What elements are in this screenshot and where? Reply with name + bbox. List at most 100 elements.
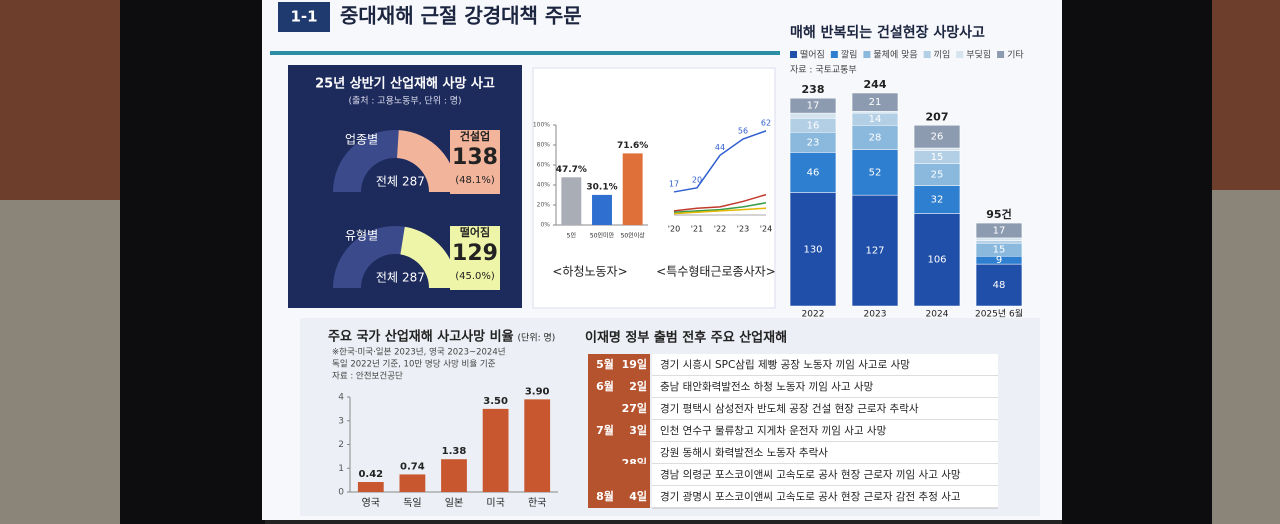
gauge-label: 유형별 bbox=[345, 229, 378, 243]
chart-title: 매해 반복되는 건설현장 사망사고 bbox=[790, 24, 985, 41]
legend-swatch bbox=[997, 51, 1005, 58]
bar bbox=[357, 482, 384, 492]
date-cell bbox=[588, 376, 650, 398]
value-label: 0.74 bbox=[400, 461, 425, 472]
value-label: 17 bbox=[669, 179, 679, 188]
y-tick-label: 20% bbox=[537, 202, 551, 209]
bar bbox=[592, 194, 612, 225]
bar bbox=[524, 399, 551, 492]
total-label: 238 bbox=[802, 83, 825, 96]
bar-segment bbox=[851, 92, 899, 112]
chart-title: 주요 국가 산업재해 사고사망 비율 bbox=[328, 329, 514, 345]
event-cell bbox=[652, 420, 998, 442]
bar-segment bbox=[789, 192, 837, 307]
bar-segment bbox=[975, 240, 1023, 244]
bar-segment bbox=[913, 185, 961, 214]
event-text: 강원 동해시 화력발전소 노동자 추락사 bbox=[660, 446, 828, 459]
event-text: 충남 태안화력발전소 하청 노동자 끼임 사고 사망 bbox=[660, 380, 874, 393]
summary-source: (출처 : 고용노동부, 단위 : 명) bbox=[348, 95, 461, 107]
value-label: 30.1% bbox=[586, 182, 617, 192]
event-day: 4일 bbox=[629, 489, 647, 503]
segment-label: 26 bbox=[931, 132, 944, 143]
event-text: 경기 평택시 삼성전자 반도체 공장 건설 현장 근로자 추락사 bbox=[660, 402, 919, 415]
table-title: 이재명 정부 출범 전후 주요 산업재해 bbox=[585, 330, 787, 346]
segment-label: 17 bbox=[807, 101, 820, 112]
legend-label: 깔림 bbox=[841, 49, 858, 61]
y-tick-label: 2 bbox=[338, 440, 344, 450]
segment-label: 17 bbox=[993, 225, 1006, 236]
legend-label: 끼임 bbox=[934, 49, 951, 61]
value-label: 0.42 bbox=[358, 469, 383, 480]
bezel-right bbox=[1062, 0, 1212, 524]
bar bbox=[482, 408, 509, 492]
value-label: 20 bbox=[692, 175, 702, 184]
y-tick-label: 1 bbox=[338, 464, 344, 474]
segment-label: 106 bbox=[927, 255, 946, 266]
event-day: 19일 bbox=[622, 357, 647, 371]
chart-note: 독일 2022년 기준, 10만 명당 사망 비율 기준 bbox=[332, 359, 496, 370]
total-label: 207 bbox=[926, 110, 949, 123]
caption: <특수형태근로종사자> bbox=[656, 265, 775, 279]
x-tick-label: 2022 bbox=[802, 310, 825, 320]
segment-label: 9 bbox=[996, 255, 1002, 266]
x-tick-label: '20 bbox=[668, 225, 680, 234]
gauge-fill bbox=[397, 130, 457, 192]
segment-label: 32 bbox=[931, 195, 944, 206]
gauge-label: 업종별 bbox=[345, 133, 378, 147]
total-label: 95건 bbox=[986, 207, 1011, 221]
date-cell bbox=[588, 442, 650, 464]
event-month: 5월 bbox=[596, 357, 614, 371]
y-tick-label: 0% bbox=[540, 222, 550, 229]
x-tick-label: 영국 bbox=[362, 497, 380, 509]
series-line bbox=[673, 193, 767, 212]
x-tick-label: 미국 bbox=[486, 497, 504, 509]
value-label: 62 bbox=[761, 118, 771, 127]
gauge-label-box bbox=[450, 226, 500, 290]
slide-title: 중대재해 근절 강경대책 주문 bbox=[340, 4, 582, 28]
x-tick-label: 2024 bbox=[926, 310, 949, 320]
bezel-left bbox=[120, 0, 265, 524]
y-tick-label: 4 bbox=[338, 393, 344, 403]
x-tick-label: 2023 bbox=[864, 310, 887, 320]
bar-segment bbox=[851, 194, 899, 307]
chart-source: 자료 : 국토교통부 bbox=[790, 65, 857, 76]
event-month: 7월 bbox=[596, 423, 614, 437]
wall bbox=[1212, 0, 1280, 190]
date-cell bbox=[588, 354, 650, 376]
gauge-share: (48.1%) bbox=[455, 175, 495, 186]
gauge-value: 129 bbox=[452, 241, 498, 266]
bar-segment bbox=[913, 147, 961, 151]
bar-segment bbox=[913, 213, 961, 307]
segment-label: 21 bbox=[869, 97, 882, 108]
caption: <하청노동자> bbox=[552, 265, 627, 279]
legend-swatch bbox=[830, 51, 838, 58]
badge-text: 1-1 bbox=[290, 8, 317, 26]
value-label: 47.7% bbox=[556, 165, 587, 175]
gauge-total: 287 bbox=[402, 271, 425, 285]
segment-label: 15 bbox=[931, 152, 944, 163]
value-label: 56 bbox=[738, 127, 748, 136]
bar-segment bbox=[789, 152, 837, 193]
event-cell bbox=[652, 354, 998, 376]
legend-swatch bbox=[790, 51, 797, 58]
gauge-total-prefix: 전체 bbox=[376, 175, 398, 189]
date-cell bbox=[588, 420, 650, 442]
segment-label: 15 bbox=[993, 245, 1006, 256]
bar-segment bbox=[975, 222, 1023, 239]
event-month: 6월 bbox=[596, 379, 614, 393]
value-label: 71.6% bbox=[617, 141, 648, 151]
legend-swatch bbox=[956, 51, 964, 58]
bar bbox=[622, 153, 643, 225]
gauge-highlight: 건설업 bbox=[460, 129, 490, 143]
legend-label: 부딪힘 bbox=[966, 50, 991, 61]
bar bbox=[441, 459, 467, 492]
bar-segment bbox=[789, 97, 837, 114]
x-tick-label: '21 bbox=[691, 225, 703, 234]
bar-segment bbox=[851, 149, 899, 196]
x-tick-label: 50인미만 bbox=[590, 232, 615, 240]
summary-title: 25년 상반기 산업재해 사망 사고 bbox=[315, 76, 495, 92]
x-tick-label: '24 bbox=[760, 225, 772, 234]
segment-label: 48 bbox=[993, 280, 1006, 291]
bar-segment bbox=[851, 111, 899, 114]
